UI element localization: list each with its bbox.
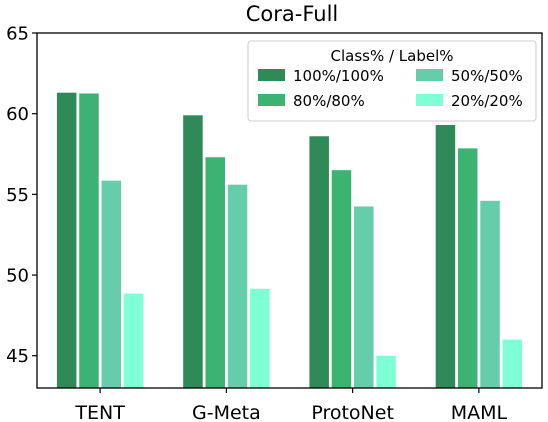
x-axis: TENT G-Meta ProtoNet MAML xyxy=(74,388,507,422)
legend: Class% / Label% 100%/100% 80%/80% 50%/50% 2… xyxy=(247,40,537,122)
legend-label: 100%/100% xyxy=(293,67,384,85)
bar xyxy=(79,93,99,388)
y-axis: 45 50 55 60 65 xyxy=(6,24,37,367)
plot-frame xyxy=(36,32,543,389)
legend-label: 20%/20% xyxy=(451,92,523,110)
x-tick-label: G-Meta xyxy=(192,402,261,422)
legend-title: Class% / Label% xyxy=(330,47,453,65)
y-tick-label: 60 xyxy=(6,104,29,125)
legend-swatch xyxy=(416,69,443,81)
bar xyxy=(56,92,77,388)
bar xyxy=(435,124,456,388)
bar xyxy=(331,170,352,388)
bar xyxy=(376,355,396,388)
y-tick-label: 65 xyxy=(6,24,29,45)
bar xyxy=(502,339,523,388)
y-tick-label: 45 xyxy=(6,346,29,367)
legend-box xyxy=(247,40,537,122)
legend-label: 80%/80% xyxy=(293,92,365,110)
legend-swatch xyxy=(258,69,285,81)
bar xyxy=(227,184,248,388)
y-tick-label: 55 xyxy=(6,185,29,206)
bar xyxy=(309,136,329,388)
bar xyxy=(123,293,144,388)
x-tick-label: MAML xyxy=(451,402,508,422)
bar xyxy=(354,206,374,388)
bar xyxy=(183,115,203,389)
bar xyxy=(205,157,225,388)
chart-title: Cora-Full xyxy=(246,2,339,26)
bar xyxy=(250,288,270,388)
bar xyxy=(457,148,478,388)
y-tick-label: 50 xyxy=(6,266,29,287)
x-tick-label: TENT xyxy=(74,402,125,422)
bars-group xyxy=(56,92,523,389)
bar xyxy=(101,180,122,388)
bar xyxy=(480,200,500,388)
legend-swatch xyxy=(258,94,285,106)
legend-label: 50%/50% xyxy=(451,67,523,85)
x-tick-label: ProtoNet xyxy=(311,402,394,422)
legend-swatch xyxy=(416,94,443,106)
